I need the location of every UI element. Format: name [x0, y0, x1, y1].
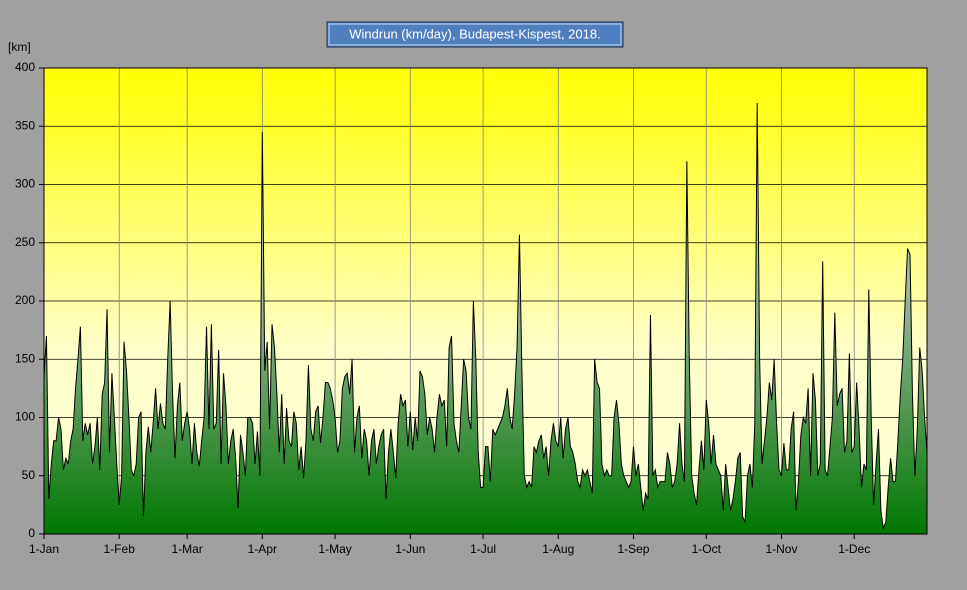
y-tick-label: 250 — [15, 235, 35, 249]
x-tick-label: 1-Jan — [29, 542, 59, 556]
area — [44, 102, 927, 534]
chart-title: Windrun (km/day), Budapest-Kispest, 2018… — [349, 26, 600, 41]
x-tick-label: 1-Apr — [248, 542, 277, 556]
x-tick-label: 1-May — [318, 542, 351, 556]
x-tick-label: 1-Sep — [617, 542, 649, 556]
title-box — [326, 21, 624, 48]
x-tick-label: 1-Mar — [171, 542, 202, 556]
y-tick-label: 300 — [15, 177, 35, 191]
plot-frame — [43, 67, 928, 535]
y-tick-label: 200 — [15, 293, 35, 307]
y-tick-label: 350 — [15, 118, 35, 132]
x-tick-label: 1-Aug — [542, 542, 574, 556]
title-box-inner — [328, 23, 622, 46]
x-tick-label: 1-Dec — [838, 542, 870, 556]
x-tick-label: 1-Jul — [470, 542, 496, 556]
x-tick-label: 1-Oct — [692, 542, 722, 556]
x-tick-label: 1-Jun — [395, 542, 425, 556]
line — [43, 102, 928, 531]
y-tick-label: 100 — [15, 410, 35, 424]
y-tick-label: 50 — [22, 468, 36, 482]
marks — [43, 102, 928, 534]
y-tick-label: 400 — [15, 60, 35, 74]
x-tick-label: 1-Feb — [104, 542, 136, 556]
y-tick-label: 0 — [28, 526, 35, 540]
y-axis-label: [km] — [8, 40, 31, 54]
y-tick-label: 150 — [15, 351, 35, 365]
x-tick-label: 1-Nov — [765, 542, 797, 556]
